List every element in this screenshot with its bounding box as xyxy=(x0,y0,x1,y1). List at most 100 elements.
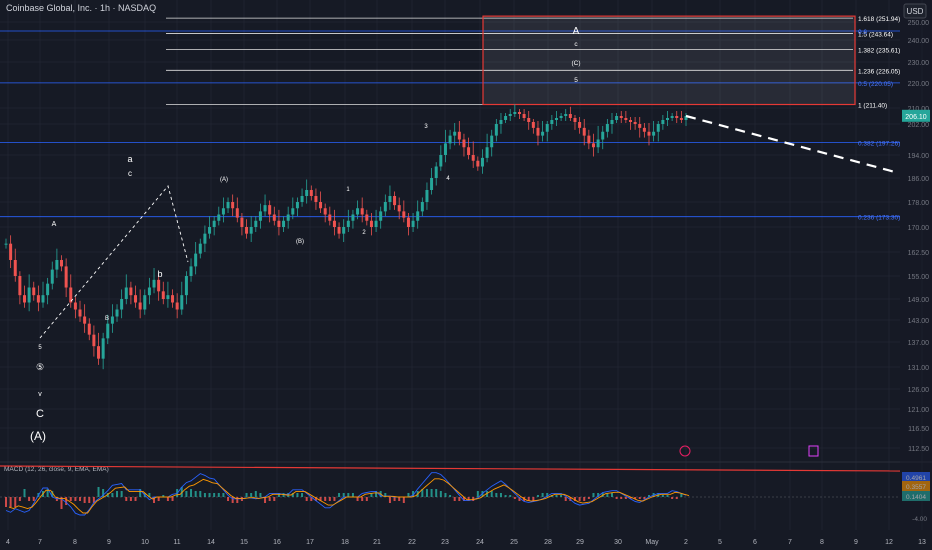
candle-body xyxy=(652,131,656,136)
x-tick-label: 15 xyxy=(240,539,248,546)
candle-body xyxy=(286,214,290,221)
candle-body xyxy=(531,122,535,128)
x-tick-label: 5 xyxy=(718,539,722,546)
candle-body xyxy=(282,220,286,227)
candle-body xyxy=(633,122,637,124)
wave-label: b xyxy=(157,269,162,279)
candle-body xyxy=(36,295,40,303)
macd-histogram-bar xyxy=(499,493,502,497)
y-axis: 250.00 240.00 230.00 220.00 210.00 202.00 194.… xyxy=(900,0,932,530)
x-tick-label: 6 xyxy=(753,539,757,546)
y-tick-label: 250.00 xyxy=(908,20,930,27)
candle-body xyxy=(541,131,545,136)
candle-body xyxy=(615,116,619,120)
currency-button[interactable]: USD xyxy=(903,3,927,19)
trend-lines xyxy=(39,114,896,339)
target-box-rect xyxy=(482,15,856,106)
fib-label: 1.5 (243.64) xyxy=(858,31,893,38)
candle-body xyxy=(328,214,332,221)
wave-label: 5 xyxy=(38,345,42,351)
macd-axis-label: -4.00 xyxy=(912,516,927,523)
candle-body xyxy=(393,196,397,206)
last-price-badge xyxy=(902,109,930,122)
macd-histogram-bar xyxy=(18,497,21,501)
macd-histogram-bar xyxy=(116,491,119,497)
macd-histogram-bar xyxy=(449,495,452,497)
candle-body xyxy=(564,114,568,116)
candle-body xyxy=(342,227,346,234)
macd-histogram-bar xyxy=(157,497,160,501)
candle-body xyxy=(64,266,68,288)
macd-histogram-bar xyxy=(624,497,627,499)
candle-body xyxy=(4,243,8,245)
candle-body xyxy=(356,208,360,215)
macd-histogram-bar xyxy=(259,493,262,497)
macd-histogram-bar xyxy=(629,497,632,499)
macd-histogram-bar xyxy=(351,493,354,497)
y-tick-label: 170.00 xyxy=(908,225,930,232)
x-tick-label: 18 xyxy=(341,539,349,546)
macd-histogram-bar xyxy=(125,497,128,501)
macd-histogram-bar xyxy=(5,497,7,507)
candle-body xyxy=(642,127,646,132)
x-tick-label: 25 xyxy=(510,539,518,546)
y-axis-band xyxy=(900,0,932,530)
y-tick-label: 178.00 xyxy=(908,200,930,207)
candle-body xyxy=(97,346,101,359)
macd-histogram-bar xyxy=(46,489,49,497)
candle-body xyxy=(513,112,517,114)
macd-histogram-bar xyxy=(296,493,299,497)
candle-body xyxy=(124,287,128,299)
candle-body xyxy=(254,220,258,227)
candle-body xyxy=(235,208,239,218)
y-tick-label: 186.00 xyxy=(908,176,930,183)
candle-body xyxy=(129,287,133,296)
macd-value-badge xyxy=(902,491,930,501)
macd-histogram-bar xyxy=(361,497,364,501)
macd-histogram-bar xyxy=(527,497,530,501)
candle-body xyxy=(231,202,235,209)
x-tick-label: 7 xyxy=(38,539,42,546)
candle-body xyxy=(582,127,586,136)
candle-body xyxy=(87,323,91,335)
macd-histogram-bar xyxy=(518,497,521,501)
macd-histogram-bar xyxy=(139,489,142,497)
candle-body xyxy=(46,283,50,296)
candle-body xyxy=(240,217,244,227)
wave-label: c xyxy=(128,169,132,178)
candle-body xyxy=(143,295,147,310)
candle-body xyxy=(661,120,665,124)
macd-histogram-bar xyxy=(365,497,368,501)
macd-histogram-bar xyxy=(148,493,151,497)
candle-body xyxy=(346,220,350,227)
candle-body xyxy=(175,302,179,310)
macd-histogram-bar xyxy=(615,497,618,499)
macd-histogram-bar xyxy=(79,497,82,501)
macd-histogram-bar xyxy=(51,491,54,497)
x-tick-label: 9 xyxy=(854,539,858,546)
macd-histogram-bar xyxy=(388,497,391,503)
macd-histogram-bar xyxy=(217,493,220,497)
y-tick-label: 121.00 xyxy=(908,407,930,414)
macd-histogram-bar xyxy=(430,489,433,497)
wave-label: A xyxy=(52,221,57,228)
candle-body xyxy=(490,135,494,148)
macd-histogram-bar xyxy=(60,497,63,509)
target-box-label: A xyxy=(573,26,580,37)
macd-histogram-bar xyxy=(162,495,165,497)
macd-histogram-bar xyxy=(592,493,595,497)
x-tick-label: 23 xyxy=(441,539,449,546)
macd-histogram-bar xyxy=(578,497,581,501)
candle-body xyxy=(221,208,225,215)
macd-panel: MACD (12, 26, close, 9, EMA, EMA) 0.4961 0… xyxy=(0,445,932,523)
macd-histogram-bar xyxy=(490,491,493,497)
x-tick-label: 12 xyxy=(885,539,893,546)
wave-label: a xyxy=(127,154,132,164)
candle-body xyxy=(536,127,540,136)
macd-histogram-bar xyxy=(560,495,563,497)
x-tick-label: 29 xyxy=(576,539,584,546)
x-tick-label: 9 xyxy=(107,539,111,546)
candle-body xyxy=(78,309,82,317)
candle-body xyxy=(198,243,202,254)
